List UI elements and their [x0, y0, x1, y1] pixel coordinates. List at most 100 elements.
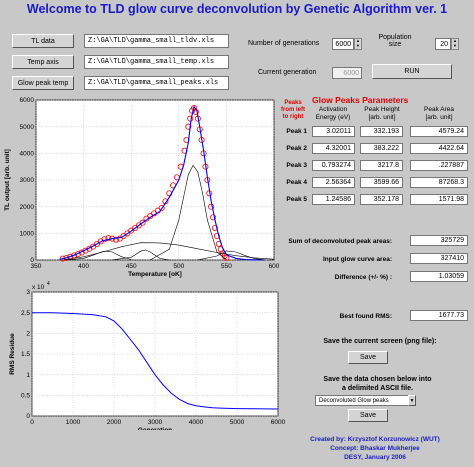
y-tick-label: 0: [26, 413, 30, 420]
app-title: Welcome to TLD glow curve deconvolution …: [26, 2, 448, 16]
chevron-down-icon[interactable]: ▼: [408, 395, 416, 406]
x-tick-label: 350: [31, 263, 42, 270]
population-input[interactable]: 20: [435, 38, 451, 50]
series-line: [112, 249, 170, 261]
x-tick-label: 3000: [148, 419, 163, 426]
save-data-select[interactable]: Deconvoluted Glow peaks: [315, 395, 415, 406]
y-tick-label: 4000: [20, 151, 35, 158]
population-stepper[interactable]: ▲ ▼: [451, 38, 459, 50]
peak-label: Peak 4: [286, 179, 307, 186]
data-point: [210, 214, 217, 221]
peak-energy-value: 2.56364: [312, 177, 355, 188]
chevron-down-icon[interactable]: ▼: [356, 43, 360, 48]
run-button[interactable]: RUN: [372, 64, 452, 79]
save-data-button[interactable]: Save: [348, 409, 388, 422]
chevron-up-icon[interactable]: ▲: [453, 38, 457, 43]
data-point: [213, 232, 220, 239]
peak-height-value: 332.193: [360, 126, 403, 137]
x-tick-label: 1000: [66, 419, 81, 426]
x-tick-label: 400: [78, 263, 89, 270]
generations-label: Number of generations: [248, 40, 320, 47]
y-exponent-power: 4: [47, 281, 50, 287]
y-tick-label: 3: [26, 289, 30, 296]
peak-height-value: 3217.8: [360, 160, 403, 171]
peak-label: Peak 1: [286, 128, 307, 135]
series-line: [150, 164, 227, 261]
input-area-value: 327410: [410, 253, 468, 264]
glow-curve-chart: 350 400 450 500 550 6000100020003000400050006…: [4, 97, 280, 278]
y-tick-label: 0.5: [21, 393, 30, 400]
y-axis-label: TL output [arb. unit]: [4, 149, 11, 211]
tl-data-path-field[interactable]: Z:\GA\TLD\gamma_small_tldv.xls: [84, 34, 229, 48]
x-tick-label: 0: [30, 419, 34, 426]
data-point: [101, 236, 108, 243]
data-point: [158, 205, 165, 212]
chevron-down-icon[interactable]: ▼: [453, 43, 457, 48]
peaks-side-note: Peaks from left to right: [281, 100, 305, 120]
x-tick-label: 500: [173, 263, 184, 270]
rms-residue-chart: 0 1000 2000 3000 4000 5000 6000 0 0.5 1 1.5 2 2.5 3 Ge…: [9, 281, 285, 430]
x-tick-label: 450: [126, 263, 137, 270]
population-label: Population size: [378, 34, 412, 48]
peak-height-value: 3599.66: [360, 177, 403, 188]
data-point: [63, 254, 70, 261]
x-tick-label: 5000: [230, 419, 245, 426]
generations-stepper[interactable]: ▲ ▼: [354, 38, 362, 50]
data-point: [187, 115, 194, 122]
temp-axis-path-field[interactable]: Z:\GA\TLD\gamma_small_temp.xls: [84, 55, 229, 69]
peak-label: Peak 5: [286, 196, 307, 203]
y-tick-label: 3000: [20, 177, 35, 184]
data-point: [211, 224, 218, 231]
best-rms-label: Best found RMS:: [339, 313, 392, 320]
y-tick-label: 2.5: [21, 310, 30, 317]
glow-peak-path-field[interactable]: Z:\GA\TLD\gamma_small_peaks.xls: [84, 76, 229, 90]
input-area-label: Input glow curve area:: [323, 256, 392, 263]
x-tick-label: 2000: [107, 419, 122, 426]
temp-axis-button[interactable]: Temp axis: [12, 55, 74, 69]
peak-energy-value: 0.793274: [312, 160, 355, 171]
deconvoluted-area-label: Sum of deconvoluted peak areas:: [288, 238, 392, 245]
y-tick-label: 2000: [20, 204, 35, 211]
peak-energy-value: 1.24586: [312, 194, 355, 205]
data-point: [105, 235, 112, 242]
y-axis-label: RMS Residue: [9, 333, 16, 375]
y-tick-label: 5000: [20, 124, 35, 131]
x-tick-label: 6000: [271, 419, 285, 426]
data-point: [208, 203, 215, 210]
data-point: [185, 123, 192, 130]
y-tick-label: 1.5: [21, 351, 30, 358]
x-axis-label: Temperature [oK]: [128, 271, 182, 278]
save-data-label: Save the data chosen below into a delimi…: [323, 376, 432, 392]
peaks-table-title: Glow Peaks Parameters: [312, 95, 409, 105]
credits: Created by: Krzysztof Korzunowicz (WUT) …: [310, 436, 440, 461]
series-line: [59, 105, 265, 261]
series-line: [64, 242, 275, 260]
peak-energy-value: 4.32001: [312, 143, 355, 154]
x-tick-label: 550: [221, 263, 232, 270]
y-tick-label: 2: [26, 331, 30, 338]
y-tick-label: 1000: [20, 231, 35, 238]
peak-label: Peak 2: [286, 145, 307, 152]
series-line: [197, 250, 265, 261]
y-exponent-label: x 10: [32, 284, 45, 291]
col-activation-header: Activation Energy (eV): [315, 106, 351, 121]
difference-value: 1.03059: [410, 271, 468, 282]
peak-area-value: 4422.64: [410, 143, 468, 154]
glow-peak-temp-button[interactable]: Glow peak temp: [12, 76, 74, 90]
peak-area-value: 4579.24: [410, 126, 468, 137]
generations-input[interactable]: 6000: [332, 38, 354, 50]
col-height-header: Peak Height [arb. unit]: [364, 106, 400, 121]
y-tick-label: 0: [30, 257, 34, 264]
tl-data-button[interactable]: TL data: [12, 34, 74, 48]
best-rms-value: 1677.73: [410, 310, 468, 321]
difference-label: Difference (+/- %) :: [334, 274, 392, 281]
peak-energy-value: 3.02011: [312, 126, 355, 137]
save-screen-button[interactable]: Save: [348, 351, 388, 364]
current-generation-label: Current generation: [258, 69, 317, 76]
y-tick-label: 1: [26, 372, 30, 379]
peak-label: Peak 3: [286, 162, 307, 169]
chevron-up-icon[interactable]: ▲: [356, 38, 360, 43]
peak-area-value: 87268.3: [410, 177, 468, 188]
x-tick-label: 600: [269, 263, 280, 270]
x-tick-label: 4000: [189, 419, 204, 426]
